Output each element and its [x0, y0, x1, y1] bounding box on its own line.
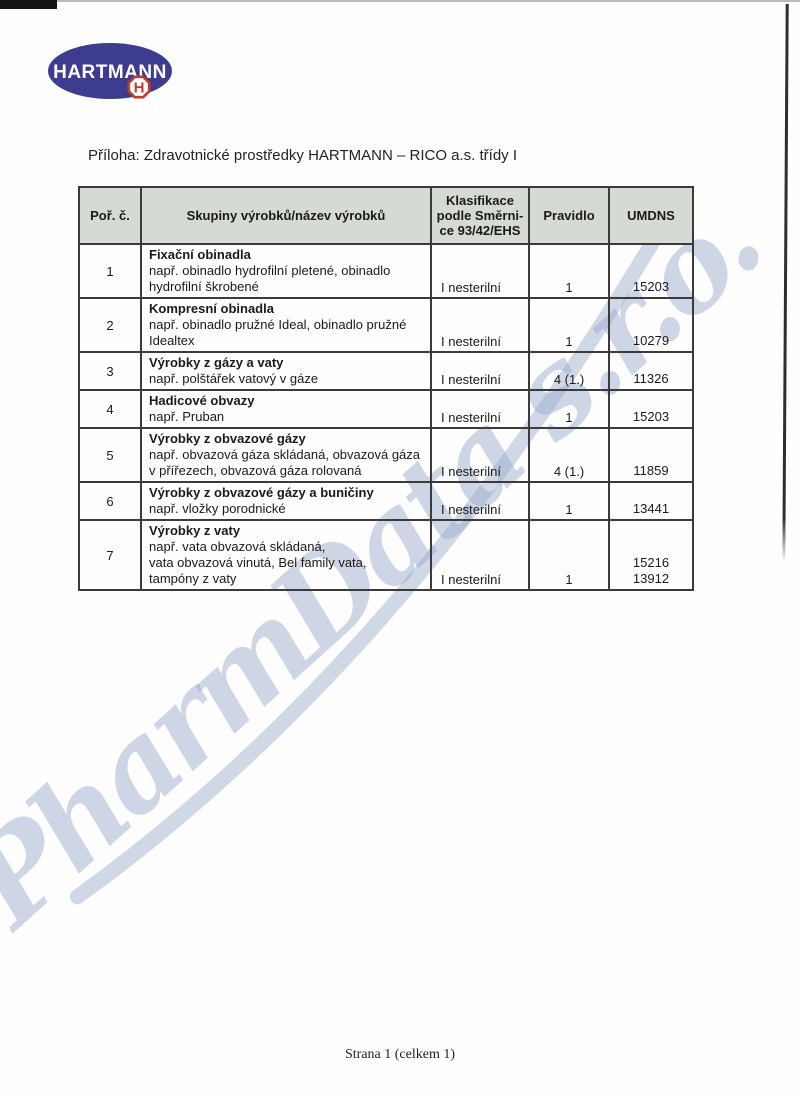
row-rule: 4 (1.): [528, 351, 610, 391]
group-examples: např. polštářek vatový v gáze: [149, 371, 319, 386]
row-number: 5: [78, 427, 142, 483]
group-examples: např. obinadlo pružné Ideal, obinadlo pr…: [149, 317, 407, 348]
row-umdns: 11326: [608, 351, 694, 391]
row-number: 7: [78, 519, 142, 591]
scan-artifact-top-line: [57, 0, 800, 2]
row-number: 3: [78, 351, 142, 391]
row-product-group: Hadicové obvazy např. Pruban: [140, 389, 432, 429]
row-umdns: 11859: [608, 427, 694, 483]
row-number: 6: [78, 481, 142, 521]
products-table: Poř. č. Skupiny výrobků/název výrobků Kl…: [78, 186, 694, 591]
row-rule: 1: [528, 519, 610, 591]
group-name: Výrobky z obvazové gázy a buničiny: [149, 485, 374, 500]
col-header-product-groups: Skupiny výrobků/název výrobků: [140, 186, 432, 245]
group-name: Výrobky z gázy a vaty: [149, 355, 284, 370]
group-name: Hadicové obvazy: [149, 393, 255, 408]
group-examples: např. vložky porodnické: [149, 501, 286, 516]
row-rule: 1: [528, 297, 610, 353]
group-examples: např. vata obvazová skládaná, vata obvaz…: [149, 539, 367, 586]
scan-artifact-top-strip: [0, 0, 57, 9]
row-rule: 1: [528, 481, 610, 521]
group-examples: např. Pruban: [149, 409, 225, 424]
row-classification: I nesterilní: [430, 297, 530, 353]
row-umdns: 13441: [608, 481, 694, 521]
table-row: 3 Výrobky z gázy a vaty např. polštářek …: [78, 351, 694, 391]
table-row: 5 Výrobky z obvazové gázy např. obvazová…: [78, 427, 694, 483]
row-product-group: Kompresní obinadla např. obinadlo pružné…: [140, 297, 432, 353]
row-product-group: Výrobky z obvazové gázy např. obvazová g…: [140, 427, 432, 483]
row-classification: I nesterilní: [430, 481, 530, 521]
row-number: 1: [78, 243, 142, 299]
group-name: Výrobky z obvazové gázy: [149, 431, 306, 446]
row-rule: 4 (1.): [528, 427, 610, 483]
table-header-row: Poř. č. Skupiny výrobků/název výrobků Kl…: [78, 186, 694, 245]
table-row: 7 Výrobky z vaty např. vata obvazová skl…: [78, 519, 694, 591]
h-badge-icon: [127, 75, 151, 99]
col-header-number: Poř. č.: [78, 186, 142, 245]
row-rule: 1: [528, 389, 610, 429]
row-product-group: Fixační obinadla např. obinadlo hydrofil…: [140, 243, 432, 299]
col-header-classification: Klasifikace podle Směrni- ce 93/42/EHS: [430, 186, 530, 245]
col-header-rule: Pravidlo: [528, 186, 610, 245]
row-classification: I nesterilní: [430, 351, 530, 391]
row-product-group: Výrobky z gázy a vaty např. polštářek va…: [140, 351, 432, 391]
table-row: 2 Kompresní obinadla např. obinadlo pruž…: [78, 297, 694, 353]
hartmann-logo: HARTMANN H: [48, 43, 172, 99]
group-examples: např. obvazová gáza skládaná, obvazová g…: [149, 447, 421, 478]
group-name: Výrobky z vaty: [149, 523, 241, 538]
row-classification: I nesterilní: [430, 389, 530, 429]
row-classification: I nesterilní: [430, 427, 530, 483]
row-umdns: 15203: [608, 389, 694, 429]
row-umdns: 15203: [608, 243, 694, 299]
logo-wordmark: HARTMANN: [53, 62, 167, 83]
table-row: 1 Fixační obinadla např. obinadlo hydrof…: [78, 243, 694, 299]
group-name: Kompresní obinadla: [149, 301, 274, 316]
row-classification: I nesterilní: [430, 519, 530, 591]
row-number: 2: [78, 297, 142, 353]
scan-artifact-page-edge: [782, 3, 789, 563]
h-badge-letter: H: [134, 80, 145, 97]
group-name: Fixační obinadla: [149, 247, 251, 262]
table-row: 6 Výrobky z obvazové gázy a buničiny nap…: [78, 481, 694, 521]
row-umdns: 10279: [608, 297, 694, 353]
row-classification: I nesterilní: [430, 243, 530, 299]
row-rule: 1: [528, 243, 610, 299]
row-number: 4: [78, 389, 142, 429]
table-row: 4 Hadicové obvazy např. Pruban I nesteri…: [78, 389, 694, 429]
group-examples: např. obinadlo hydrofilní pletené, obina…: [149, 263, 391, 294]
row-product-group: Výrobky z obvazové gázy a buničiny např.…: [140, 481, 432, 521]
row-product-group: Výrobky z vaty např. vata obvazová sklád…: [140, 519, 432, 591]
page-footer: Strana 1 (celkem 1): [344, 1047, 455, 1062]
row-umdns: 15216 13912: [608, 519, 694, 591]
document-title: Příloha: Zdravotnické prostředky HARTMAN…: [88, 147, 518, 164]
col-header-umdns: UMDNS: [608, 186, 694, 245]
